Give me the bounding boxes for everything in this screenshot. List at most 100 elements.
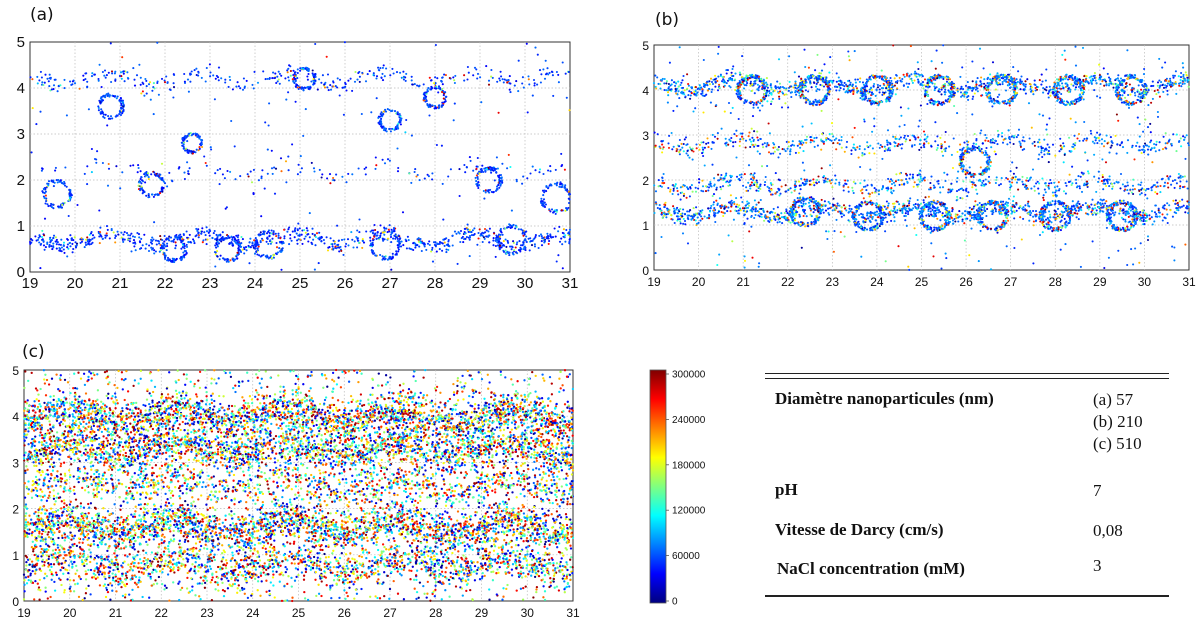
data-point <box>810 82 812 84</box>
data-point <box>969 86 971 88</box>
data-point <box>693 215 695 217</box>
data-point <box>922 75 924 77</box>
data-point <box>1155 204 1157 206</box>
data-point <box>499 244 501 246</box>
data-point <box>224 258 226 260</box>
data-point <box>1133 88 1135 90</box>
data-point <box>254 248 256 250</box>
data-point <box>253 239 255 241</box>
data-point <box>248 241 250 243</box>
data-point <box>435 86 437 88</box>
data-point <box>472 229 474 231</box>
data-point <box>49 89 51 91</box>
data-point <box>265 255 267 257</box>
data-point <box>1124 205 1126 207</box>
data-point <box>165 255 167 257</box>
data-point <box>217 235 219 237</box>
data-point <box>267 173 269 175</box>
data-point <box>723 80 725 82</box>
data-point <box>210 146 212 148</box>
data-point <box>1105 83 1107 85</box>
data-point <box>523 248 525 250</box>
data-point <box>380 125 382 127</box>
data-point <box>746 82 748 84</box>
data-point <box>329 182 331 184</box>
data-point <box>497 237 499 239</box>
data-point <box>1112 209 1114 211</box>
data-point <box>659 204 661 206</box>
data-point <box>813 208 815 210</box>
data-point <box>47 184 49 186</box>
data-point <box>483 190 485 192</box>
data-point <box>817 205 819 207</box>
data-point <box>727 207 729 209</box>
data-point <box>373 252 375 254</box>
data-point <box>922 81 924 83</box>
data-point <box>434 107 436 109</box>
data-point <box>135 249 137 251</box>
data-point <box>184 149 186 151</box>
data-point <box>447 240 449 242</box>
data-point <box>723 81 725 83</box>
data-point <box>897 80 899 82</box>
data-point <box>397 170 399 172</box>
data-point <box>41 190 43 192</box>
data-point <box>944 89 946 91</box>
data-point <box>138 236 140 238</box>
data-point <box>873 83 875 85</box>
data-point <box>198 72 200 74</box>
data-point <box>100 101 102 103</box>
data-point <box>144 172 146 174</box>
data-point <box>765 92 767 94</box>
data-point <box>944 215 946 217</box>
data-point <box>1109 78 1111 80</box>
data-point <box>546 72 548 74</box>
data-point <box>49 237 51 239</box>
data-point <box>1011 78 1013 80</box>
data-point <box>442 242 444 244</box>
data-point <box>98 109 100 111</box>
data-point <box>193 240 195 242</box>
data-point <box>305 232 307 234</box>
data-point <box>925 215 927 217</box>
data-point <box>701 209 703 211</box>
data-point <box>1159 87 1161 89</box>
data-point <box>789 213 791 215</box>
data-point <box>883 214 885 216</box>
data-point <box>677 93 679 95</box>
data-point <box>166 243 168 245</box>
data-point <box>923 199 925 201</box>
data-point <box>713 209 715 211</box>
data-point <box>707 207 709 209</box>
data-point <box>201 227 203 229</box>
data-point <box>250 171 252 173</box>
data-point <box>666 213 668 215</box>
data-point <box>477 185 479 187</box>
data-point <box>1126 85 1128 87</box>
data-point <box>828 81 830 83</box>
data-point <box>76 243 78 245</box>
data-point <box>100 99 102 101</box>
data-point <box>875 219 877 221</box>
data-point <box>499 234 501 236</box>
data-point <box>435 245 437 247</box>
data-point <box>871 92 873 94</box>
data-point <box>299 171 301 173</box>
data-point <box>1177 204 1179 206</box>
data-point <box>314 75 316 77</box>
data-point <box>178 234 180 236</box>
data-point <box>1066 206 1068 208</box>
data-point <box>315 76 317 78</box>
data-point <box>344 86 346 88</box>
data-point <box>921 74 923 76</box>
data-point <box>85 72 87 74</box>
data-point <box>809 75 811 77</box>
data-point <box>568 198 570 200</box>
data-point <box>389 256 391 258</box>
data-point <box>436 77 438 79</box>
data-point <box>961 94 963 96</box>
data-point <box>295 80 297 82</box>
data-point <box>71 83 73 85</box>
data-point <box>99 101 101 103</box>
data-point <box>56 239 58 241</box>
